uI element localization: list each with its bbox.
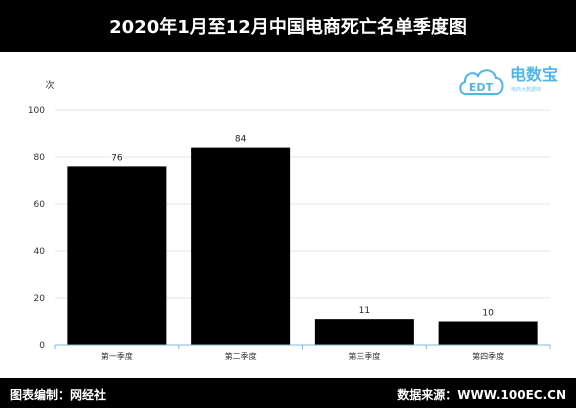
x-tick-label: 第二季度 — [225, 351, 257, 361]
footer-bar: 图表编制：网经社 数据来源：WWW.100EC.CN — [0, 378, 576, 408]
chart-title-bar: 2020年1月至12月中国电商死亡名单季度图 — [0, 0, 576, 52]
x-tick-label: 第一季度 — [101, 351, 133, 361]
y-tick-label: 100 — [28, 106, 45, 116]
x-tick-label: 第三季度 — [348, 351, 380, 361]
y-tick-label: 60 — [34, 200, 46, 210]
bar-series — [67, 147, 538, 345]
y-tick-label: 20 — [34, 294, 46, 304]
footer-source: 数据来源：WWW.100EC.CN — [397, 388, 566, 402]
bar-chart: 0 20 40 60 80 100 次 76 84 11 10 第一季度 第二季度 第三季度 第四季度 — [28, 79, 551, 361]
chart-title: 2020年1月至12月中国电商死亡名单季度图 — [109, 17, 467, 38]
svg-text:EDT: EDT — [469, 81, 494, 94]
y-tick-label: 80 — [34, 153, 46, 163]
y-axis: 0 20 40 60 80 100 — [28, 106, 45, 351]
bar-value-label: 11 — [359, 306, 370, 316]
bar — [191, 147, 291, 345]
x-tick-label: 第四季度 — [472, 351, 504, 361]
bar-value-label: 76 — [111, 153, 123, 163]
bar — [438, 321, 538, 345]
bar-value-label: 10 — [482, 309, 494, 319]
bar — [67, 166, 167, 345]
y-axis-label: 次 — [45, 79, 54, 91]
y-tick-label: 0 — [39, 341, 45, 351]
x-axis: 第一季度 第二季度 第三季度 第四季度 — [54, 344, 551, 361]
logo-brand-text: 电数宝 — [510, 65, 559, 84]
bar — [314, 319, 414, 345]
bar-value-label: 84 — [235, 135, 247, 145]
edt-logo: EDT — [456, 60, 568, 104]
footer-compiler: 图表编制：网经社 — [10, 388, 107, 402]
data-labels: 76 84 11 10 — [111, 135, 494, 319]
y-tick-label: 40 — [34, 247, 46, 257]
cloud-icon: EDT — [459, 69, 504, 95]
logo-subtitle: 电商大数据库 — [511, 87, 542, 93]
